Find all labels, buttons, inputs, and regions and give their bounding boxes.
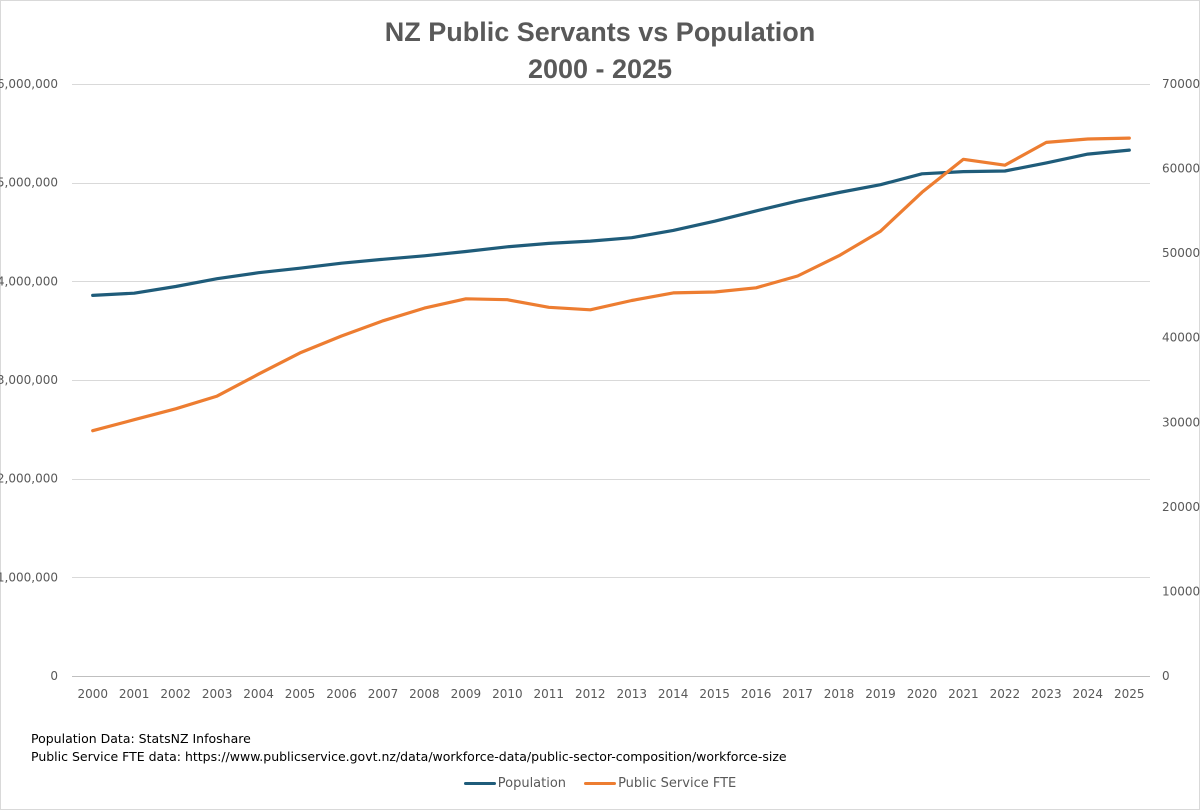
x-axis-tick-label: 2004 <box>243 687 274 701</box>
legend-swatch-public-service-fte <box>584 782 617 785</box>
right-axis-tick-label: 60000 <box>1162 162 1200 176</box>
x-axis-tick-label: 2017 <box>782 687 813 701</box>
chart-title-block: NZ Public Servants vs Population 2000 - … <box>0 14 1200 88</box>
x-axis-ticks: 2000 2001 2002 2003 2004 2005 2006 2007 2008 2009… <box>77 687 1144 701</box>
series-lines <box>91 136 1131 433</box>
left-axis-tick-label: 3,000,000 <box>0 373 58 387</box>
population-source-note: Population Data: StatsNZ Infoshare <box>31 731 251 746</box>
x-axis-tick-label: 2011 <box>534 687 565 701</box>
legend-item-population: Population <box>463 776 567 791</box>
left-axis-tick-label: 1,000,000 <box>0 570 58 584</box>
right-axis-tick-label: 10000 <box>1162 584 1200 598</box>
chart-title: NZ Public Servants vs Population <box>384 17 816 47</box>
x-axis-tick-label: 2020 <box>907 687 938 701</box>
left-axis-tick-label: 2,000,000 <box>0 472 58 486</box>
x-axis-tick-label: 2002 <box>160 687 191 701</box>
left-axis-ticks: 0 1,000,000 2,000,000 3,000,000 4,000,000 5,0… <box>0 77 58 683</box>
x-axis-tick-label: 2021 <box>948 687 979 701</box>
x-axis-tick-label: 2000 <box>77 687 108 701</box>
right-axis-tick-label: 50000 <box>1162 246 1200 260</box>
left-axis-tick-label: 5,000,000 <box>0 176 58 190</box>
x-axis-tick-label: 2003 <box>202 687 233 701</box>
x-axis-tick-label: 2023 <box>1031 687 1062 701</box>
right-axis-tick-label: 70000 <box>1162 77 1200 91</box>
chart-subtitle: 2000 - 2025 <box>527 54 673 84</box>
legend-swatch-population <box>463 782 496 785</box>
x-axis-tick-label: 2018 <box>824 687 855 701</box>
x-axis-tick-label: 2012 <box>575 687 606 701</box>
x-axis-tick-label: 2015 <box>699 687 730 701</box>
right-axis-tick-label: 20000 <box>1162 500 1200 514</box>
x-axis-tick-label: 2014 <box>658 687 689 701</box>
right-axis-ticks: 0 10000 20000 30000 40000 50000 60000 70000 <box>1162 77 1200 683</box>
gridlines <box>72 84 1150 677</box>
left-axis-tick-label: 0 <box>50 669 58 683</box>
series-line-public-service-fte <box>91 136 1131 433</box>
x-axis-tick-label: 2006 <box>326 687 357 701</box>
x-axis-tick-label: 2016 <box>741 687 772 701</box>
x-axis-tick-label: 2010 <box>492 687 523 701</box>
x-axis-tick-label: 2013 <box>616 687 647 701</box>
x-axis-tick-label: 2007 <box>368 687 399 701</box>
right-axis-tick-label: 40000 <box>1162 331 1200 345</box>
legend-item-public-service-fte: Public Service FTE <box>584 776 736 791</box>
legend-label-public-service-fte: Public Service FTE <box>618 776 737 791</box>
left-axis-tick-label: 6,000,000 <box>0 77 58 91</box>
legend-label-population: Population <box>497 776 567 791</box>
x-axis-tick-label: 2001 <box>119 687 150 701</box>
x-axis-tick-label: 2022 <box>990 687 1021 701</box>
x-axis-tick-label: 2008 <box>409 687 440 701</box>
left-axis-tick-label: 4,000,000 <box>0 274 58 288</box>
x-axis-tick-label: 2025 <box>1114 687 1145 701</box>
right-axis-tick-label: 30000 <box>1162 415 1200 429</box>
x-axis-tick-label: 2019 <box>865 687 896 701</box>
legend: Population Public Service FTE <box>0 776 1200 791</box>
x-axis-tick-label: 2005 <box>285 687 316 701</box>
right-axis-tick-label: 0 <box>1162 669 1170 683</box>
series-line-population <box>91 148 1131 297</box>
fte-source-note: Public Service FTE data: https://www.pub… <box>31 749 787 764</box>
x-axis-tick-label: 2009 <box>451 687 482 701</box>
x-axis-tick-label: 2024 <box>1073 687 1104 701</box>
